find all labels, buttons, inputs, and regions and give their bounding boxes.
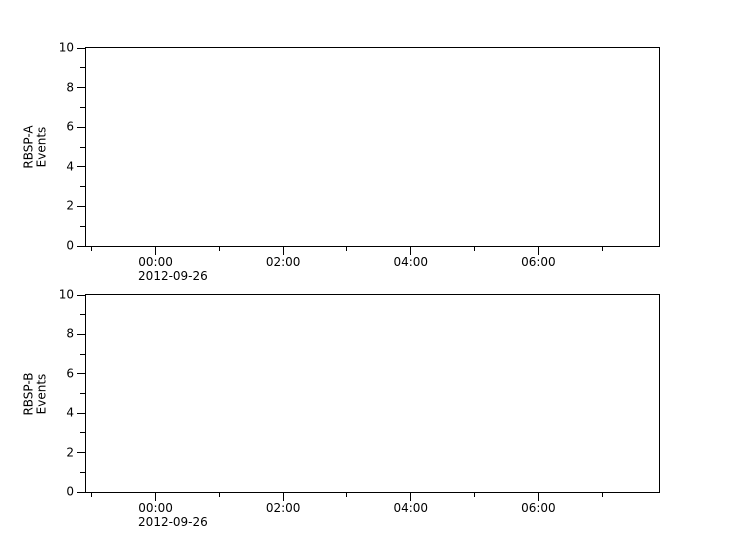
y-axis-tick-minor <box>80 314 85 316</box>
x-axis-tick-minor <box>601 492 603 497</box>
plot-rbsp-b: RBSP-B Events 0 2 4 6 8 10 00:00 2012-09-26 02:0… <box>22 288 660 529</box>
x-axis-date-label: 2012-09-26 <box>138 269 208 283</box>
y-axis-tick-minor <box>80 186 85 188</box>
x-axis-tick-label: 06:00 <box>521 501 556 515</box>
x-axis-tick-minor <box>218 246 220 251</box>
x-axis-tick-label: 04:00 <box>393 255 429 269</box>
y-axis-tick-minor <box>80 432 85 434</box>
plot-frame: 0 2 4 6 8 10 00:00 2012-09-26 02:00 04:00 06:00 <box>59 288 660 529</box>
y-axis-tick-major <box>77 245 85 247</box>
x-axis-date-label: 2012-09-26 <box>138 515 208 529</box>
y-axis-tick-major <box>77 412 85 414</box>
plot-rbsp-a: RBSP-A Events 0 2 4 6 8 10 00:00 2012-09-26 02:0… <box>22 41 660 283</box>
x-axis-tick-label: 02:00 <box>265 501 301 515</box>
y-axis-tick-major <box>77 491 85 493</box>
y-axis-label: RBSP-A Events <box>21 47 51 247</box>
x-axis-tick-major <box>155 492 157 501</box>
x-axis-tick-major <box>410 246 412 255</box>
y-axis-tick-minor <box>80 106 85 108</box>
x-axis-tick-label: 02:00 <box>265 255 301 269</box>
x-axis-tick-major <box>155 246 157 255</box>
y-axis-tick-label: 0 <box>66 484 74 499</box>
y-axis-tick-label: 10 <box>58 40 74 55</box>
y-axis-tick-major <box>77 166 85 168</box>
x-axis-tick-minor <box>91 492 93 497</box>
y-axis-tick-label: 4 <box>66 405 74 420</box>
x-axis-tick-minor <box>346 246 348 251</box>
x-axis-tick-label: 04:00 <box>393 501 429 515</box>
x-axis-tick-major <box>410 492 412 501</box>
y-axis-tick-label: 10 <box>58 287 74 302</box>
y-axis-tick-minor <box>80 471 85 473</box>
y-axis-tick-minor <box>80 146 85 148</box>
x-axis-tick-minor <box>601 246 603 251</box>
y-axis-tick-minor <box>80 393 85 394</box>
y-axis-tick-label: 8 <box>66 326 74 341</box>
x-axis-tick-major <box>282 246 284 255</box>
y-axis-tick-label: 6 <box>66 366 74 381</box>
y-axis-tick-label: 2 <box>66 445 74 460</box>
x-axis-tick-minor <box>346 492 348 497</box>
plot-frame: 0 2 4 6 8 10 00:00 2012-09-26 02:00 04:00 06:00 <box>59 41 660 283</box>
y-axis-tick-major <box>77 126 85 128</box>
y-axis-label-text: RBSP-A Events <box>22 125 50 169</box>
y-axis-label-text: RBSP-B Events <box>22 371 49 416</box>
y-axis-tick-major <box>77 333 85 335</box>
x-axis-tick-label: 00:00 <box>138 255 173 269</box>
y-axis-tick-label: 2 <box>66 198 74 213</box>
y-axis-tick-major <box>77 205 85 207</box>
y-axis-tick-label: 4 <box>66 159 74 174</box>
x-axis-tick-major <box>537 492 539 501</box>
x-axis-tick-minor <box>91 246 93 251</box>
x-axis-tick-minor <box>474 246 476 251</box>
x-axis-tick-minor <box>474 492 476 497</box>
x-axis-tick-minor <box>218 492 220 497</box>
y-axis-tick-major <box>77 452 85 454</box>
y-axis-tick-major <box>77 294 85 296</box>
y-axis-tick-label: 8 <box>66 80 74 95</box>
y-axis-tick-major <box>77 47 85 49</box>
y-axis-tick-major <box>77 87 85 89</box>
y-axis-tick-minor <box>80 225 85 227</box>
y-axis-tick-label: 0 <box>66 238 74 253</box>
y-axis-tick-minor <box>80 67 85 69</box>
y-axis-tick-label: 6 <box>66 119 74 134</box>
x-axis-tick-major <box>537 246 539 255</box>
y-axis-label: RBSP-B Events <box>21 294 51 493</box>
y-axis-tick-minor <box>80 353 85 355</box>
y-axis-tick-major <box>77 373 85 375</box>
x-axis-tick-label: 06:00 <box>521 255 556 269</box>
x-axis-tick-label: 00:00 <box>138 501 173 515</box>
x-axis-tick-major <box>282 492 284 501</box>
